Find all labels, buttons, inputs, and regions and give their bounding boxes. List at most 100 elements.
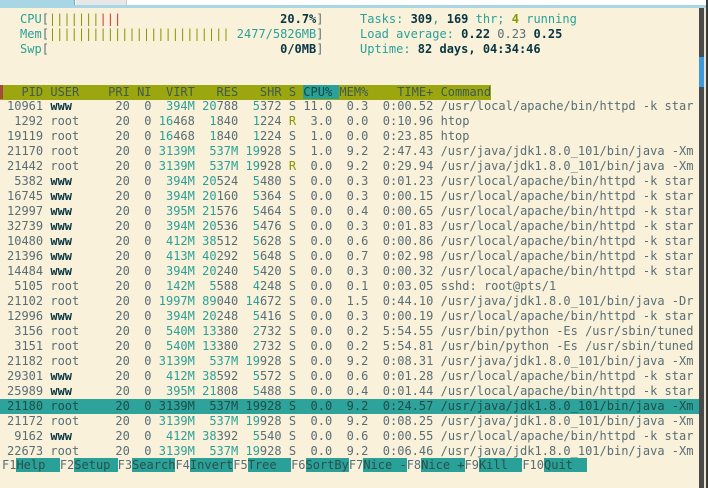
res-cell: 21 xyxy=(202,384,216,398)
process-row[interactable]: 21442 root 20 0 3139M 537M 19928 R 0.0 9… xyxy=(0,159,699,174)
process-row-selected[interactable]: 21180 root 20 0 3139M 537M 19928 S 0.0 9… xyxy=(0,399,699,414)
column-header-time[interactable]: TIME+ xyxy=(376,85,441,99)
column-header-shr[interactable]: SHR xyxy=(245,85,288,99)
column-header-pri[interactable]: PRI xyxy=(101,85,137,99)
pid-cell: 22673 xyxy=(7,444,50,458)
virt-cell: 3139M xyxy=(159,414,195,428)
process-row[interactable]: 16745 www 20 0 394M 20160 5364 S 0.0 0.3… xyxy=(0,189,699,204)
process-row[interactable]: 32739 www 20 0 394M 20536 5476 S 0.0 0.3… xyxy=(0,219,699,234)
fn-setup[interactable]: F2Setup xyxy=(60,458,118,472)
ni-cell: 0 xyxy=(137,114,159,128)
fn-action-label: Quit xyxy=(544,458,587,472)
process-row[interactable]: 29301 www 20 0 412M 38592 5572 S 0.0 0.6… xyxy=(0,369,699,384)
column-header-command[interactable]: Command xyxy=(441,85,492,99)
pri-cell: 20 xyxy=(101,264,137,278)
ni-cell: 0 xyxy=(137,99,159,113)
cpu-cell: 0.0 xyxy=(303,264,339,278)
res-cell: 592 xyxy=(217,369,239,383)
fn-nice[interactable]: F7Nice - xyxy=(349,458,407,472)
res-cell: 13 xyxy=(202,324,216,338)
res-cell: 20 xyxy=(202,219,216,233)
user-cell: root xyxy=(50,444,101,458)
cpu-cell: 0.0 xyxy=(303,294,339,308)
column-header-pid[interactable]: PID xyxy=(7,85,50,99)
time-cell: 0:10.96 xyxy=(376,114,441,128)
pri-cell: 20 xyxy=(101,114,137,128)
command-cell: /usr/bin/python -Es /usr/sbin/tuned xyxy=(441,339,694,353)
fn-invert[interactable]: F4Invert xyxy=(175,458,233,472)
process-row[interactable]: 1292 root 20 0 16468 1840 1224 R 3.0 0.0… xyxy=(0,114,699,129)
process-row[interactable]: 3151 root 20 0 540M 13380 2732 S 0.0 0.2… xyxy=(0,339,699,354)
command-cell: /usr/local/apache/bin/httpd -k star xyxy=(441,189,694,203)
mem-cell: 0.6 xyxy=(339,234,375,248)
virt-cell: 3139M xyxy=(159,399,195,413)
virt-cell: 3139M xyxy=(159,354,195,368)
process-row[interactable]: 9162 www 20 0 412M 38392 5540 S 0.0 0.6 … xyxy=(0,429,699,444)
column-header-ni[interactable]: NI xyxy=(137,85,159,99)
process-row[interactable]: 12996 www 20 0 394M 20248 5416 S 0.0 0.3… xyxy=(0,309,699,324)
process-row[interactable]: 21170 root 20 0 3139M 537M 19928 S 1.0 9… xyxy=(0,144,699,159)
state-cell: S xyxy=(289,234,303,248)
process-row[interactable]: 10961 www 20 0 394M 20788 5372 S 11.0 0.… xyxy=(0,99,699,114)
shr-cell: 416 xyxy=(260,309,282,323)
column-header-res[interactable]: RES xyxy=(202,85,245,99)
column-header-mem[interactable]: MEM% xyxy=(339,85,375,99)
res-cell: 537M xyxy=(202,159,238,173)
cpu-meter: CPU[|||||||||| 20.7%] xyxy=(20,12,324,27)
fn-nice[interactable]: F8Nice + xyxy=(407,458,465,472)
column-header-user[interactable]: USER xyxy=(50,85,101,99)
process-row[interactable]: 21172 root 20 0 3139M 537M 19928 S 0.0 9… xyxy=(0,414,699,429)
command-cell: /usr/java/jdk1.8.0_101/bin/java -Xm xyxy=(441,144,694,158)
res-cell: 588 xyxy=(217,279,239,293)
res-cell: 380 xyxy=(217,324,239,338)
fn-kill[interactable]: F9Kill xyxy=(465,458,523,472)
shr-cell: 1 xyxy=(246,114,260,128)
cpu-cell: 0.0 xyxy=(303,204,339,218)
process-table-header[interactable]: PID USER PRI NI VIRT RES SHR S CPU% MEM%… xyxy=(0,85,491,100)
cpu-cell: 11.0 xyxy=(303,99,339,113)
process-row[interactable]: 14484 www 20 0 394M 20240 5420 S 0.0 0.3… xyxy=(0,264,699,279)
process-row[interactable]: 5105 root 20 0 142M 5588 4248 S 0.0 0.1 … xyxy=(0,279,699,294)
column-header-virt[interactable]: VIRT xyxy=(159,85,202,99)
process-row[interactable]: 22673 root 20 0 3139M 537M 19928 S 0.0 9… xyxy=(0,444,699,459)
column-header-s[interactable]: S xyxy=(289,85,303,99)
uptime-value: 82 days, 04:34:46 xyxy=(418,42,541,56)
res-cell: 537M xyxy=(202,414,238,428)
res-cell: 240 xyxy=(217,264,239,278)
fn-help[interactable]: F1Help xyxy=(2,458,60,472)
time-cell: 0:00.52 xyxy=(376,99,441,113)
pid-cell: 12997 xyxy=(7,204,50,218)
process-row[interactable]: 19119 root 20 0 16468 1840 1224 S 1.0 0.… xyxy=(0,129,699,144)
process-row[interactable]: 21396 www 20 0 413M 40292 5648 S 0.0 0.7… xyxy=(0,249,699,264)
user-cell: root xyxy=(50,129,101,143)
column-header-cpu[interactable]: CPU% xyxy=(303,85,339,99)
ni-cell: 0 xyxy=(137,339,159,353)
fn-quit[interactable]: F10Quit xyxy=(522,458,587,472)
res-cell: 20 xyxy=(202,264,216,278)
process-row[interactable]: 21102 root 20 0 1997M 89040 14672 S 0.0 … xyxy=(0,294,699,309)
process-row[interactable]: 12997 www 20 0 395M 21576 5464 S 0.0 0.4… xyxy=(0,204,699,219)
fn-search[interactable]: F3Search xyxy=(118,458,176,472)
shr-cell: 480 xyxy=(260,174,282,188)
pid-cell: 21182 xyxy=(7,354,50,368)
res-cell: 38 xyxy=(202,429,216,443)
process-row[interactable]: 21182 root 20 0 3139M 537M 19928 S 0.0 9… xyxy=(0,354,699,369)
shr-cell: 19 xyxy=(245,144,259,158)
res-cell: 392 xyxy=(217,429,239,443)
command-cell: /usr/local/apache/bin/httpd -k star xyxy=(441,429,694,443)
pri-cell: 20 xyxy=(101,399,137,413)
cpu-cell: 0.0 xyxy=(303,234,339,248)
mem-cell: 0.7 xyxy=(339,249,375,263)
fn-tree[interactable]: F5Tree xyxy=(233,458,291,472)
pid-cell: 21172 xyxy=(7,414,50,428)
virt-cell: 395M xyxy=(159,384,195,398)
process-row[interactable]: 3156 root 20 0 540M 13380 2732 S 0.0 0.2… xyxy=(0,324,699,339)
pri-cell: 20 xyxy=(101,204,137,218)
process-row[interactable]: 5382 www 20 0 394M 20524 5480 S 0.0 0.3 … xyxy=(0,174,699,189)
shr-cell: 928 xyxy=(260,159,282,173)
process-row[interactable]: 10480 www 20 0 412M 38512 5628 S 0.0 0.6… xyxy=(0,234,699,249)
fn-key-label: F5 xyxy=(233,458,247,472)
fn-sortby[interactable]: F6SortBy xyxy=(291,458,349,472)
process-row[interactable]: 25989 www 20 0 395M 21808 5488 S 0.0 0.4… xyxy=(0,384,699,399)
fn-key-label: F1 xyxy=(2,458,16,472)
